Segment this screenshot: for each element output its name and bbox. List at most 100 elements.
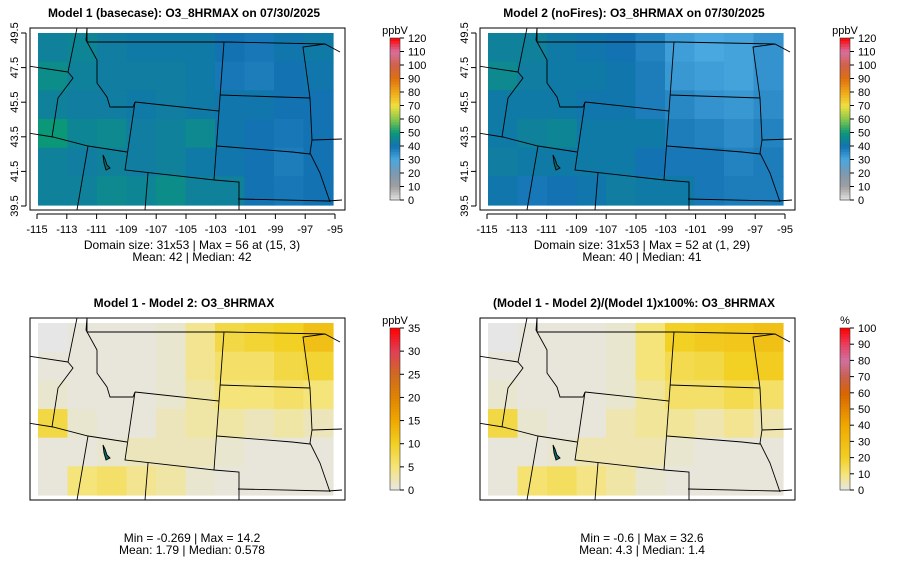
colorbar-swatch	[840, 194, 850, 198]
colorbar-swatch	[390, 86, 400, 90]
panel-model2: Model 2 (noFires): O3_8HRMAX on 07/30/20…	[450, 0, 900, 290]
heatmap-cell	[67, 351, 98, 381]
colorbar-tick-label: 40	[858, 420, 870, 432]
heatmap-cell	[67, 409, 98, 439]
heatmap-cell	[303, 437, 334, 467]
heatmap-cell	[244, 409, 275, 439]
colorbar-swatch	[840, 62, 850, 66]
heatmap-cell	[694, 351, 725, 381]
colorbar-swatch	[840, 38, 850, 42]
stats-line-1: Domain size: 31x53 | Max = 52 at (1, 29)	[534, 238, 750, 252]
colorbar-swatch	[390, 360, 400, 364]
heatmap-cell	[274, 33, 305, 63]
heatmap-cell	[635, 323, 666, 353]
colorbar-swatch	[840, 368, 850, 372]
colorbar-tick-label: 50	[858, 404, 870, 416]
heatmap-cell	[547, 90, 578, 120]
colorbar-swatch	[390, 40, 400, 44]
heatmap-cell	[244, 33, 275, 63]
colorbar-swatch	[840, 414, 850, 418]
colorbar-swatch	[840, 465, 850, 469]
colorbar-tick-label: 20	[858, 453, 870, 465]
heatmap-cell	[753, 437, 784, 467]
colorbar-units: ppbV	[382, 25, 408, 37]
heatmap-cell	[97, 33, 128, 63]
colorbar-tick-label: 0	[858, 195, 864, 207]
colorbar-tick-label: 80	[858, 87, 870, 99]
heatmap-cell	[244, 61, 275, 91]
heatmap-cell	[274, 323, 305, 353]
heatmap-cell	[126, 90, 157, 120]
heatmap-cell	[576, 323, 607, 353]
heatmap-cell	[488, 176, 519, 206]
colorbar-swatch	[840, 97, 850, 101]
panel-difference: Model 1 - Model 2: O3_8HRMAX ppbV 0 5 10 15 20…	[0, 290, 450, 580]
heatmap-cell	[274, 380, 305, 410]
colorbar-swatch	[840, 167, 850, 171]
colorbar-swatch	[390, 387, 400, 391]
colorbar-swatch	[840, 116, 850, 120]
colorbar-swatch	[840, 395, 850, 399]
colorbar-swatch	[390, 481, 400, 486]
heatmap-cell	[215, 119, 246, 149]
colorbar-swatch	[390, 484, 400, 488]
heatmap-cell	[97, 147, 128, 177]
colorbar-swatch	[390, 460, 400, 464]
heatmap-cell	[185, 33, 216, 63]
colorbar-tick-label: 80	[858, 355, 870, 367]
heatmap-cell	[635, 119, 666, 149]
y-tick-label: 39.5	[9, 195, 21, 216]
colorbar-tick-label: 100	[858, 323, 876, 335]
x-tick-label: -109	[565, 224, 587, 236]
heatmap-cell	[126, 147, 157, 177]
colorbar-swatch	[390, 376, 400, 380]
heatmap-cell	[517, 61, 548, 91]
heatmap-cell	[694, 147, 725, 177]
colorbar-swatch	[390, 409, 400, 413]
colorbar-swatch	[390, 411, 400, 415]
colorbar-tick-label: 60	[858, 114, 870, 126]
colorbar-swatch	[840, 189, 850, 193]
heatmap-cell	[547, 380, 578, 410]
heatmap-cell	[694, 323, 725, 353]
colorbar-swatch	[390, 382, 400, 386]
heatmap-cell	[38, 176, 69, 206]
colorbar-swatch	[840, 333, 850, 337]
colorbar-swatch	[840, 78, 850, 82]
heatmap-grid	[30, 28, 343, 210]
colorbar-swatch	[840, 425, 850, 429]
heatmap-cell	[303, 90, 334, 120]
colorbar-swatch	[390, 70, 400, 74]
colorbar-swatch	[840, 113, 850, 117]
colorbar-swatch	[390, 441, 400, 445]
colorbar-swatch	[390, 197, 400, 201]
colorbar-swatch	[390, 444, 400, 448]
colorbar-tick-label: 100	[858, 60, 876, 72]
x-tick-label: -101	[235, 224, 257, 236]
colorbar-swatch	[840, 159, 850, 163]
heatmap-cell	[67, 323, 98, 353]
colorbar-tick-label: 10	[408, 182, 420, 194]
heatmap-cell	[38, 409, 69, 439]
heatmap-cell	[126, 437, 157, 467]
heatmap-cell	[38, 61, 69, 91]
heatmap-cell	[753, 380, 784, 410]
heatmap-cell	[126, 61, 157, 91]
colorbar-swatch	[390, 392, 400, 396]
colorbar-swatch	[390, 436, 400, 440]
colorbar-swatch	[840, 129, 850, 133]
colorbar-swatch	[840, 132, 850, 136]
colorbar-swatch	[390, 56, 400, 61]
y-tick-label: 41.5	[9, 161, 21, 182]
colorbar-swatch	[840, 94, 850, 98]
colorbar-swatch	[390, 43, 400, 47]
plot-frame	[479, 27, 796, 211]
colorbar-swatch	[390, 127, 400, 131]
colorbar-swatch	[840, 444, 850, 448]
colorbar-swatch	[390, 400, 400, 405]
heatmap-cell	[67, 147, 98, 177]
colorbar-tick-label: 25	[408, 369, 420, 381]
colorbar-tick-label: 20	[408, 168, 420, 180]
colorbar-swatch	[840, 371, 850, 375]
y-tick-label: 47.5	[459, 57, 471, 78]
